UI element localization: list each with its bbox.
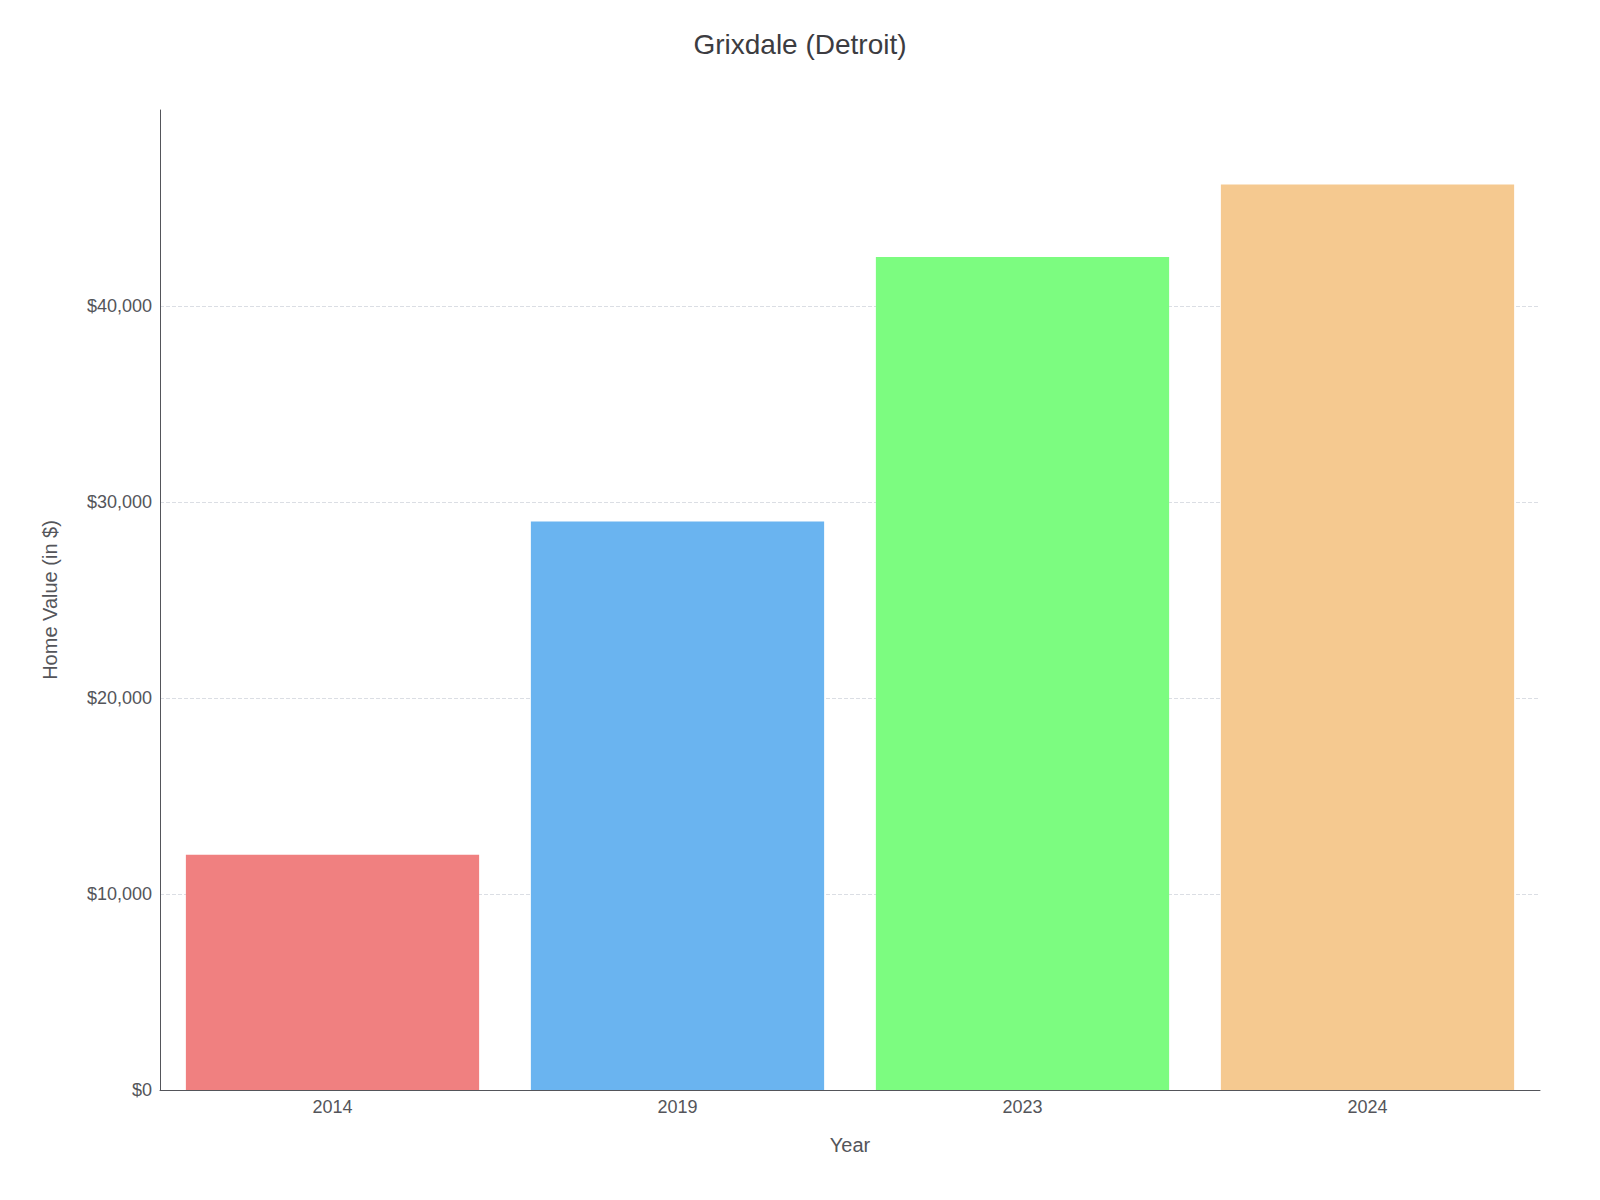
svg-text:Home Value (in $): Home Value (in $) xyxy=(39,520,61,680)
svg-text:2019: 2019 xyxy=(657,1097,697,1117)
svg-text:2024: 2024 xyxy=(1347,1097,1387,1117)
svg-text:Grixdale (Detroit): Grixdale (Detroit) xyxy=(693,29,906,60)
svg-text:$40,000: $40,000 xyxy=(87,296,152,316)
svg-text:$10,000: $10,000 xyxy=(87,884,152,904)
svg-text:Year: Year xyxy=(830,1134,871,1156)
svg-text:2023: 2023 xyxy=(1002,1097,1042,1117)
svg-text:2014: 2014 xyxy=(312,1097,352,1117)
svg-text:$20,000: $20,000 xyxy=(87,688,152,708)
svg-text:$30,000: $30,000 xyxy=(87,492,152,512)
svg-text:$0: $0 xyxy=(132,1080,152,1100)
